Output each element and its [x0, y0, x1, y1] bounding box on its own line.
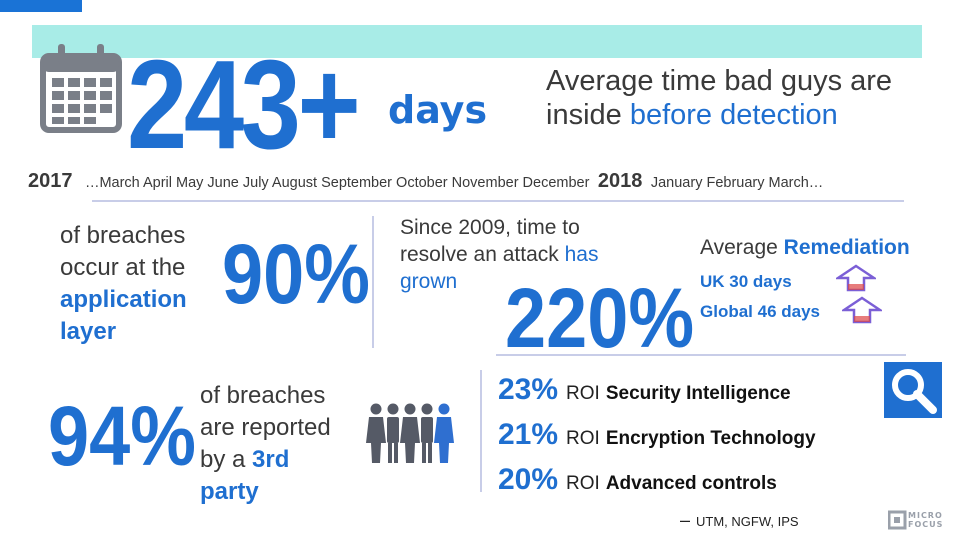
- roi-percent: 21%: [498, 418, 559, 451]
- people-icon: [366, 403, 454, 463]
- roi-category: Security Intelligence: [605, 383, 791, 404]
- detection-caption-line1: Average time bad guys are: [546, 65, 893, 97]
- remediation-title-plain: Average: [700, 236, 784, 259]
- timeline: 2017 …March April May June July August S…: [28, 170, 823, 193]
- third-party-percent: 94%: [48, 389, 196, 483]
- arrow-up-icon: [836, 264, 876, 292]
- divider-middle: [496, 354, 906, 356]
- roi-percent: 23%: [498, 373, 559, 406]
- app-layer-accent1: application: [60, 286, 187, 313]
- resolve-line2-plain: resolve an attack: [400, 243, 565, 266]
- search-icon: [884, 362, 942, 418]
- roi-label: ROI: [566, 428, 600, 449]
- detection-caption-plain: inside: [546, 99, 630, 131]
- calendar-icon: [40, 44, 122, 133]
- days-count: 243+: [127, 34, 361, 175]
- app-layer-line2: occur at the: [60, 254, 186, 281]
- app-layer-percent: 90%: [222, 227, 370, 321]
- third-party-line2: are reported: [200, 414, 331, 441]
- resolve-line2: resolve an attack has: [400, 241, 598, 268]
- app-layer-line1: of breaches: [60, 222, 186, 249]
- roi-category: Encryption Technology: [605, 428, 816, 449]
- roi-percent: 20%: [498, 463, 559, 496]
- divider-vertical-upper: [372, 216, 374, 348]
- detection-caption-accent: before detection: [629, 99, 838, 131]
- roi-row-2: 21% ROI Encryption Technology: [498, 418, 816, 452]
- remediation-uk: UK 30 days: [700, 272, 792, 291]
- roi-label: ROI: [566, 383, 600, 404]
- roi-footnote-dash: –: [680, 510, 691, 530]
- header-band: [32, 25, 922, 58]
- timeline-year-end: 2018: [597, 170, 643, 192]
- third-party-line3: by a 3rd: [200, 444, 331, 476]
- remediation-global: Global 46 days: [700, 302, 820, 321]
- remediation-title: Average Remediation: [700, 236, 910, 260]
- app-layer-text: of breaches occur at the application lay…: [60, 220, 187, 348]
- timeline-year-start: 2017: [28, 170, 73, 192]
- third-party-text: of breaches are reported by a 3rd party: [200, 380, 331, 508]
- roi-footnote: – UTM, NGFW, IPS: [680, 510, 799, 531]
- divider-top: [92, 200, 904, 202]
- roi-label: ROI: [566, 473, 600, 494]
- third-party-line3-accent: 3rd: [252, 446, 290, 473]
- resolve-line2-accent: has: [564, 243, 599, 266]
- micro-focus-logo: MICRO FOCUS: [888, 510, 950, 530]
- resolve-percent: 220%: [505, 271, 695, 365]
- arrow-up-icon: [842, 296, 882, 324]
- timeline-months-2017: …March April May June July August Septem…: [84, 175, 590, 191]
- resolve-line3-accent: grown: [400, 270, 458, 293]
- roi-row-3: 20% ROI Advanced controls: [498, 463, 777, 497]
- roi-footnote-text: UTM, NGFW, IPS: [696, 514, 799, 529]
- micro-focus-mark: [888, 510, 907, 530]
- roi-row-1: 23% ROI Security Intelligence: [498, 373, 791, 407]
- corner-accent-bar: [0, 0, 82, 12]
- third-party-line3-plain: by a: [200, 446, 253, 473]
- divider-vertical-lower: [480, 370, 482, 492]
- logo-line1: MICRO: [908, 511, 943, 520]
- remediation-title-accent: Remediation: [783, 236, 910, 259]
- resolve-text: Since 2009, time to resolve an attack ha…: [400, 214, 598, 295]
- third-party-line1: of breaches: [200, 382, 326, 409]
- logo-line2: FOCUS: [908, 520, 944, 529]
- resolve-line1: Since 2009, time to: [400, 216, 580, 239]
- timeline-months-2018: January February March…: [650, 175, 824, 191]
- days-unit: days: [388, 88, 488, 132]
- detection-caption: Average time bad guys are inside before …: [546, 64, 892, 132]
- detection-caption-line2: inside before detection: [546, 98, 892, 132]
- roi-category: Advanced controls: [605, 473, 777, 494]
- third-party-line4-accent: party: [200, 478, 259, 505]
- app-layer-accent2: layer: [60, 318, 117, 345]
